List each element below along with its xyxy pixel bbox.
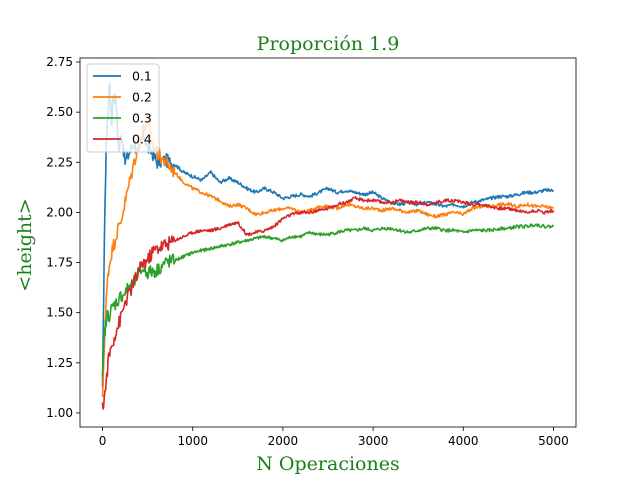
y-tick-label: 1.50 [46,306,73,320]
y-tick-label: 1.75 [46,256,73,270]
y-tick-label: 1.25 [46,356,73,370]
y-tick-label: 2.75 [46,55,73,69]
series-line-0.4 [101,196,555,410]
y-axis: 1.00 1.25 1.50 1.75 2.00 2.25 2.50 2.75 [46,55,80,420]
x-tick-label: 1000 [177,434,208,448]
legend-label: 0.4 [132,132,152,147]
x-axis-label: N Operaciones [256,453,399,475]
legend-label: 0.1 [132,69,152,84]
y-tick-label: 2.50 [46,105,73,119]
y-tick-label: 1.00 [46,406,73,420]
y-tick-label: 2.25 [46,155,73,169]
plot-frame [79,57,577,428]
legend: 0.1 0.2 0.3 0.4 [86,63,160,153]
legend-label: 0.3 [132,111,152,126]
chart-title: Proporción 1.9 [257,33,400,55]
y-tick-label: 2.00 [46,205,73,219]
plot-area [101,82,555,410]
x-tick-label: 3000 [358,434,389,448]
x-tick-label: 0 [99,434,107,448]
series-line-0.1 [101,82,555,388]
x-tick-label: 5000 [538,434,569,448]
legend-label: 0.2 [132,90,152,105]
series-line-0.3 [101,223,555,377]
x-axis: 0 1000 2000 3000 4000 5000 [99,427,569,448]
y-axis-label: <height> [14,198,36,291]
legend-box [86,63,160,153]
x-tick-label: 4000 [448,434,479,448]
x-tick-label: 2000 [268,434,299,448]
